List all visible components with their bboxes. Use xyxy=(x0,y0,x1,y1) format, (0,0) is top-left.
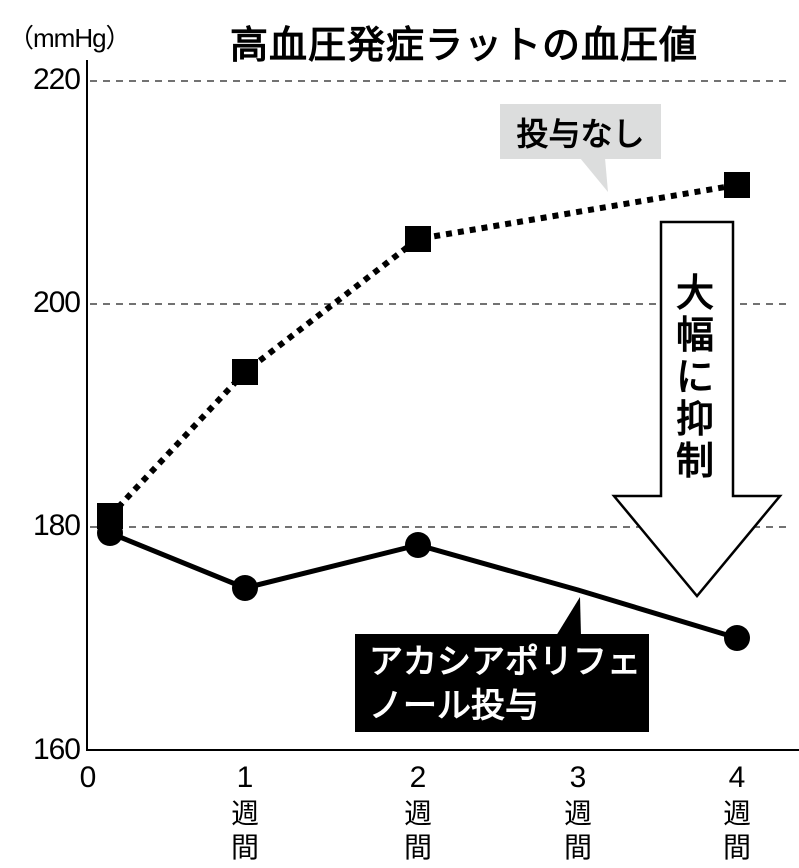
x-tick-2: 2 xyxy=(409,761,427,794)
marker-acacia-0 xyxy=(97,520,123,546)
arrow-label-text: 大幅に抑制 xyxy=(675,271,714,483)
label-acacia-line1: アカシアポリフェ xyxy=(369,642,641,682)
x-sub-3-top: 週 xyxy=(563,797,592,830)
x-sub-2-top: 週 xyxy=(403,797,432,830)
marker-no-treatment-4 xyxy=(724,172,750,198)
y-tick-160: 160 xyxy=(32,733,81,766)
y-tick-200: 200 xyxy=(32,286,81,319)
x-tick-3: 3 xyxy=(569,761,587,794)
callout-tail-gray xyxy=(580,158,608,192)
x-tick-4: 4 xyxy=(728,761,746,794)
down-arrow-icon xyxy=(611,220,783,598)
x-tick-1: 1 xyxy=(236,761,254,794)
label-no-treatment: 投与なし xyxy=(500,104,661,159)
callout-tail-black xyxy=(556,597,581,636)
marker-acacia-1 xyxy=(232,575,258,601)
x-sub-2-bottom: 間 xyxy=(403,831,432,864)
y-tick-180: 180 xyxy=(32,509,81,542)
arrow-label: 大幅に抑制 xyxy=(670,272,720,482)
x-sub-1-top: 週 xyxy=(230,797,259,830)
series-no-treatment-line xyxy=(107,182,738,519)
x-tick-0: 0 xyxy=(79,761,97,794)
marker-acacia-4 xyxy=(724,625,750,651)
label-acacia: アカシアポリフェ ノール投与 xyxy=(355,634,649,732)
x-sub-4-top: 週 xyxy=(722,797,751,830)
y-axis-unit: （mmHg） xyxy=(8,23,132,53)
marker-no-treatment-2 xyxy=(405,226,431,252)
y-tick-220: 220 xyxy=(32,63,81,96)
label-acacia-line2: ノール投与 xyxy=(369,686,539,726)
marker-acacia-2 xyxy=(405,532,431,558)
chart-title: 高血圧発症ラットの血圧値 xyxy=(230,23,699,67)
x-sub-3-bottom: 間 xyxy=(563,831,592,864)
x-sub-4-bottom: 間 xyxy=(722,831,751,864)
marker-no-treatment-1 xyxy=(232,359,258,385)
x-sub-1-bottom: 間 xyxy=(230,831,259,864)
